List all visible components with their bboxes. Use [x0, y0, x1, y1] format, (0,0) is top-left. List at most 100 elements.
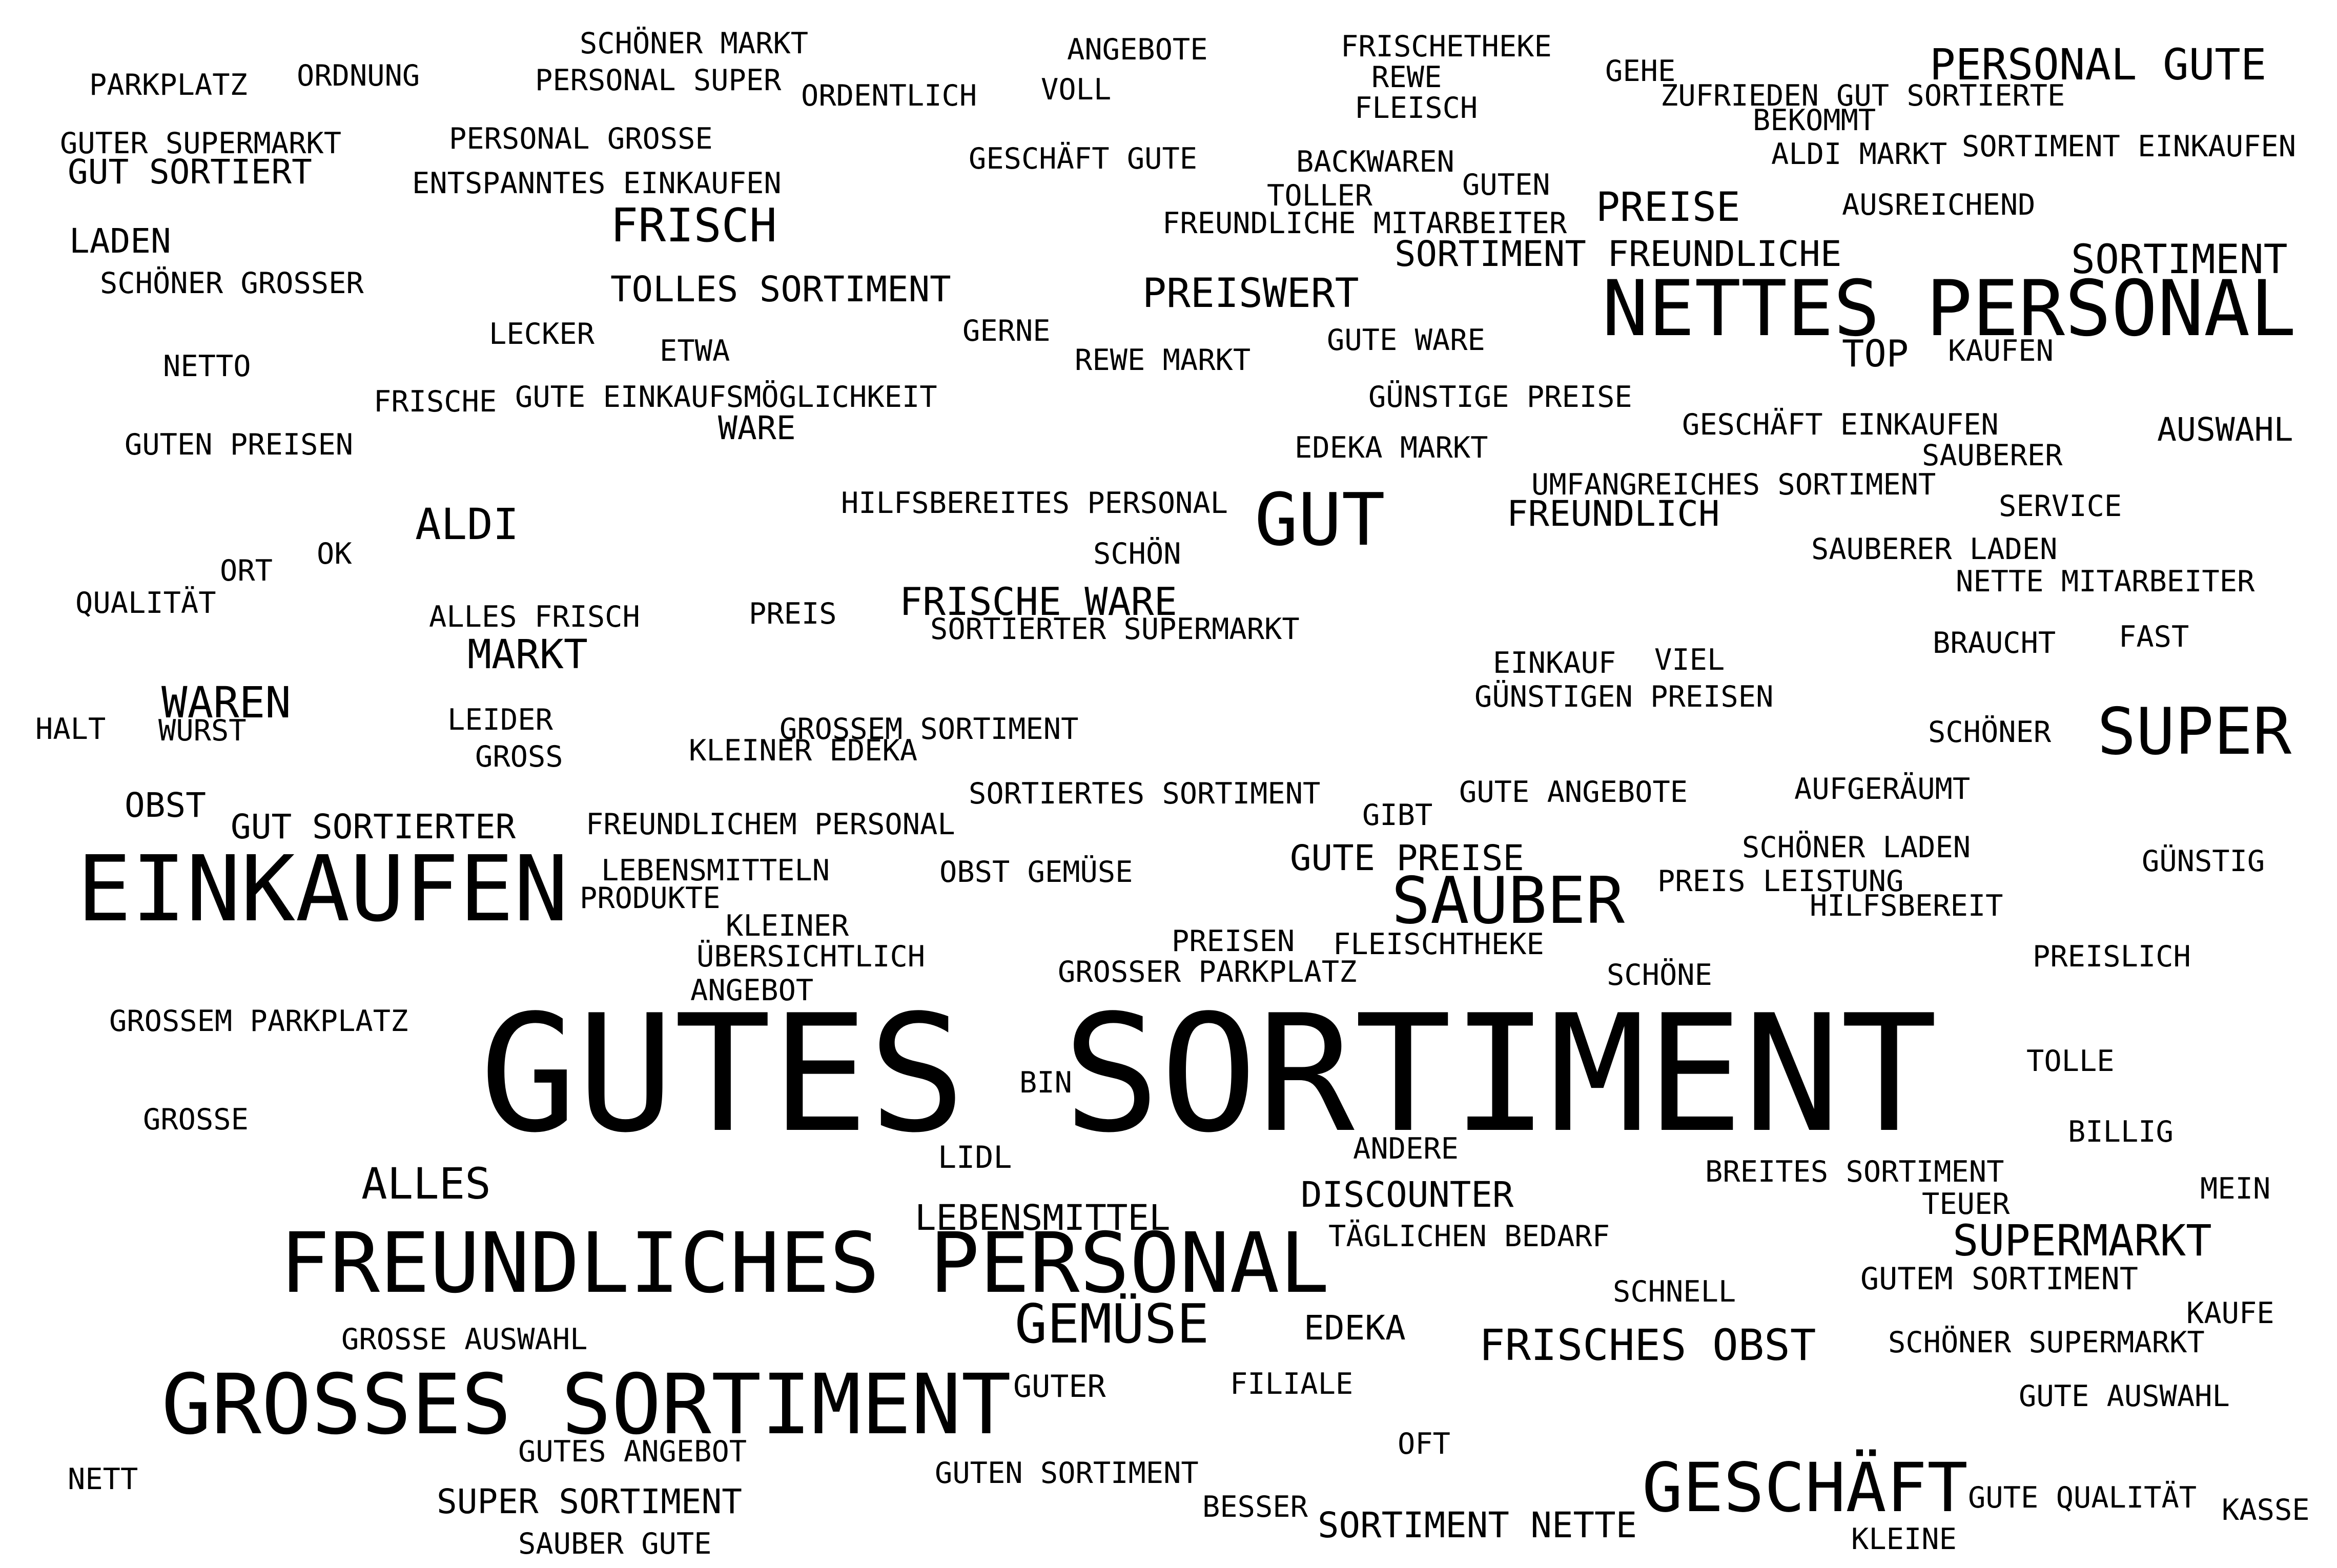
word-super: SUPER [2097, 694, 2292, 769]
word-alles: ALLES [361, 1159, 491, 1209]
word-lidl: LIDL [938, 1140, 1012, 1175]
word-backwaren: BACKWAREN [1296, 145, 1454, 179]
word-personal-gute: PERSONAL GUTE [1930, 39, 2267, 90]
word-obst: OBST [125, 786, 206, 825]
word-umfangreiches-sortiment: UMFANGREICHES SORTIMENT [1531, 468, 1936, 502]
word-voll: VOLL [1041, 73, 1112, 107]
word-oft: OFT [1398, 1427, 1450, 1461]
word-ok: OK [317, 537, 352, 571]
word-auswahl: AUSWAHL [2157, 411, 2293, 448]
word-waren: WAREN [161, 677, 291, 728]
word-lebensmitteln: LEBENSMITTELN [601, 854, 830, 888]
word-frische: FRISCHE [374, 385, 497, 419]
word-netto: NETTO [163, 349, 251, 383]
word-gute-auswahl: GUTE AUSWAHL [2019, 1379, 2230, 1413]
word-rewe-markt: REWE MARKT [1075, 343, 1251, 377]
word-frisch: FRISCH [610, 199, 777, 253]
word-einkauf: EINKAUF [1493, 646, 1616, 680]
word-andere: ANDERE [1353, 1132, 1459, 1166]
word-billig: BILLIG [2068, 1115, 2174, 1149]
word-zufrieden-gut-sortierte: ZUFRIEDEN GUT SORTIERTE [1660, 79, 2065, 113]
word-ordentlich: ORDENTLICH [801, 79, 977, 113]
word-edeka-markt: EDEKA MARKT [1295, 431, 1488, 465]
word-sauberer: SAUBERER [1922, 439, 2063, 472]
word-schoene: SCHÖNE [1607, 958, 1712, 992]
word-halt: HALT [35, 712, 106, 746]
word-hilfsbereit: HILFSBEREIT [1810, 889, 2003, 923]
word-sortiment-nette: SORTIMENT NETTE [1318, 1505, 1637, 1546]
word-sauber: SAUBER [1391, 863, 1625, 938]
word-gutes-sortiment: GUTES SORTIMENT [480, 981, 1938, 1168]
word-toller: TOLLER [1267, 179, 1372, 213]
word-gross: GROSS [475, 740, 563, 774]
word-viel: VIEL [1654, 643, 1725, 677]
word-mein: MEIN [2200, 1172, 2271, 1206]
word-gute-ware: GUTE WARE [1327, 323, 1485, 357]
word-guter-supermarkt: GUTER SUPERMARKT [60, 127, 342, 160]
word-sauberer-laden: SAUBERER LADEN [1811, 532, 2058, 566]
word-guten-preisen: GUTEN PREISEN [125, 428, 354, 462]
word-rewe: REWE [1371, 60, 1442, 94]
word-freundliches-personal: FREUNDLICHES PERSONAL [280, 1215, 1330, 1312]
word-aldi: ALDI [415, 499, 519, 549]
word-personal-grosse: PERSONAL GROSSE [449, 122, 713, 156]
word-alles-frisch: ALLES FRISCH [429, 600, 640, 634]
word-guenstigen-preisen: GÜNSTIGEN PREISEN [1474, 680, 1774, 714]
word-obst-gemuese: OBST GEMÜSE [939, 855, 1133, 889]
word-aufgeraeumt: AUFGERÄUMT [1794, 772, 1971, 806]
word-etwa: ETWA [660, 334, 730, 368]
word-laden: LADEN [69, 221, 171, 261]
word-gute-angebote: GUTE ANGEBOTE [1459, 775, 1688, 809]
word-sortiertes-sortiment: SORTIERTES SORTIMENT [969, 777, 1321, 811]
word-sauber-gute: SAUBER GUTE [518, 1527, 712, 1561]
word-guten: GUTEN [1462, 168, 1550, 202]
word-freundliche-mitarbeiter: FREUNDLICHE MITARBEITER [1162, 207, 1567, 240]
word-nette-mitarbeiter: NETTE MITARBEITER [1956, 565, 2255, 599]
word-markt: MARKT [467, 632, 588, 678]
word-kleiner: KLEINER [726, 909, 849, 943]
word-gerne: GERNE [962, 314, 1051, 348]
word-taeglichen-bedarf: TÄGLICHEN BEDARF [1328, 1220, 1610, 1253]
word-tolle: TOLLE [2026, 1044, 2115, 1078]
word-angebote: ANGEBOTE [1067, 33, 1208, 67]
word-ausreichend: AUSREICHEND [1842, 188, 2036, 222]
word-preis-leistung: PREIS LEISTUNG [1657, 864, 1904, 898]
word-preise: PREISE [1596, 184, 1740, 231]
word-aldi-markt: ALDI MARKT [1771, 137, 1947, 171]
word-frisches-obst: FRISCHES OBST [1479, 1320, 1816, 1370]
word-grosse: GROSSE [143, 1103, 249, 1137]
word-fast: FAST [2119, 620, 2189, 654]
word-kleiner-edeka: KLEINER EDEKA [689, 734, 918, 768]
word-leider: LEIDER [447, 703, 553, 737]
word-angebot: ANGEBOT [690, 974, 814, 1007]
word-lecker: LECKER [489, 317, 594, 351]
word-frische-ware: FRISCHE WARE [899, 579, 1177, 624]
word-fleischtheke: FLEISCHTHEKE [1333, 927, 1544, 961]
word-einkaufen: EINKAUFEN [77, 836, 569, 942]
word-schoener-grosser: SCHÖNER GROSSER [100, 266, 364, 300]
word-gibt: GIBT [1362, 798, 1433, 832]
word-schoener-markt: SCHÖNER MARKT [580, 27, 809, 60]
word-grosser-parkplatz: GROSSER PARKPLATZ [1058, 955, 1357, 989]
word-guter: GUTER [1013, 1369, 1106, 1405]
word-gutes-angebot: GUTES ANGEBOT [518, 1435, 747, 1469]
word-ware: WARE [718, 409, 796, 447]
word-supermarkt: SUPERMARKT [1953, 1215, 2212, 1266]
word-besser: BESSER [1202, 1490, 1308, 1524]
word-sortierter-supermarkt: SORTIERTER SUPERMARKT [930, 612, 1300, 646]
word-braucht: BRAUCHT [1933, 626, 2056, 660]
word-preisen: PREISEN [1172, 924, 1295, 958]
word-lebensmittel: LEBENSMITTEL [915, 1198, 1171, 1239]
word-edeka: EDEKA [1304, 1308, 1406, 1348]
word-grossem-sortiment: GROSSEM SORTIMENT [780, 712, 1079, 746]
word-breites-sortiment: BREITES SORTIMENT [1705, 1155, 2004, 1189]
word-gute-einkaufsmoeglichkeit: GUTE EINKAUFSMÖGLICHKEIT [515, 380, 937, 414]
word-schoener-laden: SCHÖNER LADEN [1742, 831, 1971, 864]
word-geschaeft: GESCHÄFT [1642, 1449, 1968, 1528]
word-frischetheke: FRISCHETHEKE [1341, 30, 1552, 64]
word-super-sortiment: SUPER SORTIMENT [437, 1482, 743, 1521]
word-schoener: SCHÖNER [1928, 715, 2052, 749]
word-discounter: DISCOUNTER [1301, 1174, 1514, 1215]
word-schnell: SCHNELL [1613, 1275, 1736, 1309]
